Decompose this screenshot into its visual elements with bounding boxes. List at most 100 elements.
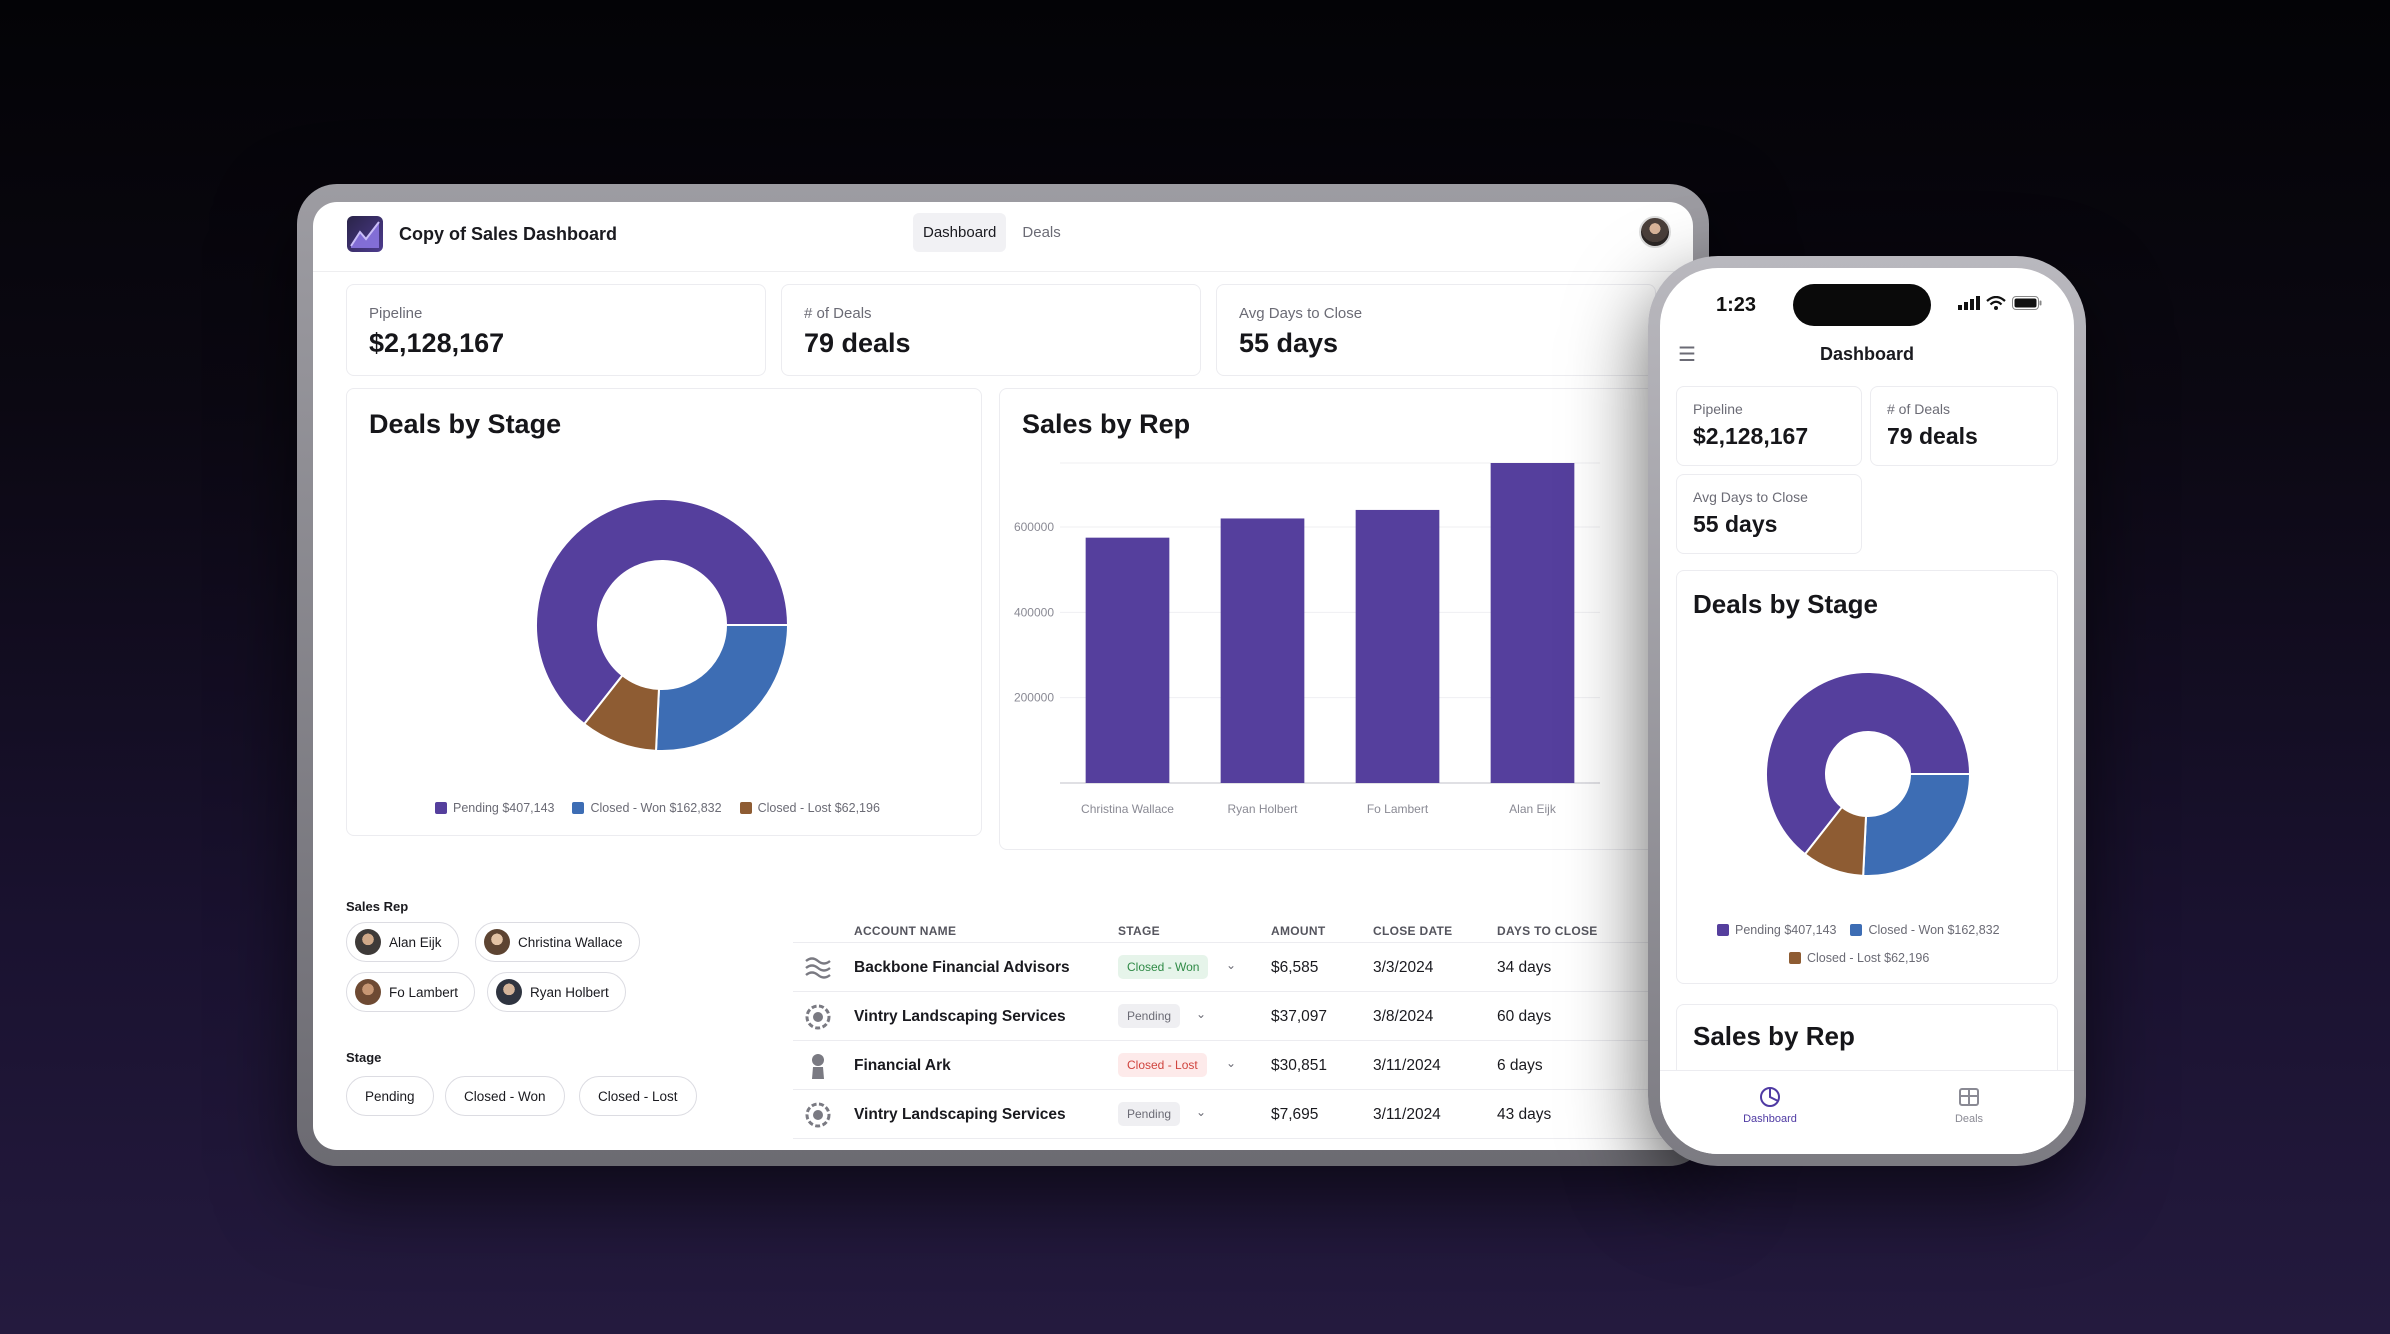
rep-chip-ryan-holbert[interactable]: Ryan Holbert — [487, 972, 626, 1012]
account-name[interactable]: Vintry Landscaping Services — [854, 1106, 1066, 1123]
x-tick-label: Christina Wallace — [1081, 802, 1174, 816]
battery-icon — [2012, 296, 2042, 310]
tab-dashboard[interactable]: Dashboard — [913, 213, 1007, 252]
stage-badge[interactable]: Closed - Lost — [1118, 1053, 1207, 1077]
bar-christina-wallace[interactable] — [1085, 537, 1170, 783]
legend-item-pending: Pending $407,143 — [435, 801, 554, 815]
donut-slice-closed-won[interactable] — [1862, 773, 1972, 877]
dynamic-island — [1793, 284, 1931, 326]
legend-item-won: Closed - Won $162,832 — [1850, 923, 2000, 937]
column-header-close-date[interactable]: CLOSE DATE — [1373, 924, 1453, 938]
bar-ryan-holbert[interactable] — [1220, 518, 1305, 783]
table-icon — [1959, 1088, 1979, 1106]
account-name[interactable]: Backbone Financial Advisors — [854, 959, 1070, 976]
legend-label: Closed - Lost $62,196 — [757, 801, 880, 815]
amount: $30,851 — [1271, 1057, 1328, 1074]
rep-chip-alan-eijk[interactable]: Alan Eijk — [346, 922, 459, 962]
hamburger-menu-icon[interactable]: ☰ — [1678, 344, 1696, 366]
nav-tabs: Dashboard Deals — [913, 213, 1071, 252]
legend-label: Closed - Won $162,832 — [1868, 923, 2000, 937]
donut-slice-closed-lost[interactable] — [1803, 805, 1868, 877]
stat-card-avg-days: Avg Days to Close 55 days — [1676, 474, 1862, 554]
chip-label: Ryan Holbert — [530, 984, 609, 1000]
bar-alan-eijk[interactable] — [1490, 463, 1575, 783]
days-to-close: 43 days — [1497, 1106, 1552, 1123]
days-to-close: 60 days — [1497, 1008, 1552, 1025]
stage-chip-closed-lost[interactable]: Closed - Lost — [579, 1076, 697, 1116]
wifi-icon — [1986, 296, 2006, 310]
y-tick-label: 600000 — [1014, 520, 1054, 534]
column-header-account[interactable]: ACCOUNT NAME — [854, 924, 957, 938]
chevron-down-icon[interactable]: ⌄ — [1196, 1007, 1207, 1021]
user-avatar[interactable] — [1639, 216, 1671, 248]
table-row-partial[interactable] — [793, 1138, 1663, 1150]
table-row[interactable]: Backbone Financial Advisors Closed - Won… — [793, 942, 1663, 991]
bottom-tab-label: Dashboard — [1743, 1113, 1797, 1125]
legend-label: Pending $407,143 — [1735, 923, 1837, 937]
stat-card-avg-days: Avg Days to Close 55 days — [1216, 284, 1656, 376]
chevron-down-icon[interactable]: ⌄ — [1226, 1056, 1237, 1070]
status-icons — [1958, 296, 2042, 310]
panel-title: Sales by Rep — [1022, 409, 1191, 439]
column-header-stage[interactable]: STAGE — [1118, 924, 1160, 938]
tab-deals[interactable]: Deals — [1022, 224, 1061, 241]
bottom-tab-deals[interactable]: Deals — [1924, 1085, 2014, 1125]
donut-legend-row2: Closed - Lost $62,196 — [1789, 951, 1929, 965]
rep-chip-christina-wallace[interactable]: Christina Wallace — [475, 922, 640, 962]
stage-badge[interactable]: Closed - Won — [1118, 955, 1209, 979]
rep-chip-fo-lambert[interactable]: Fo Lambert — [346, 972, 476, 1012]
stat-card-deals: # of Deals 79 deals — [781, 284, 1201, 376]
phone-device: 1:23 ☰ Dashboard Pipeline $2,128,167 # o… — [1648, 256, 2086, 1166]
stage-badge[interactable]: Pending — [1118, 1004, 1181, 1028]
stat-value: 79 deals — [1887, 423, 1978, 449]
deals-by-stage-panel: Deals by Stage Pending $407,143 Closed -… — [1676, 570, 2058, 984]
account-name[interactable]: Financial Ark — [854, 1057, 951, 1074]
signal-icon — [1958, 296, 1980, 310]
legend-label: Pending $407,143 — [453, 801, 555, 815]
stage-chip-closed-won[interactable]: Closed - Won — [445, 1076, 565, 1116]
chip-label: Christina Wallace — [518, 934, 623, 950]
donut-slice-closed-lost[interactable] — [582, 673, 661, 752]
panel-title: Sales by Rep — [1693, 1021, 1855, 1051]
donut-legend: Pending $407,143 Closed - Won $162,832 C… — [435, 801, 880, 815]
legend-item-pending: Pending $407,143 — [1717, 923, 1836, 937]
legend-swatch — [1789, 952, 1801, 964]
stat-card-deals: # of Deals 79 deals — [1870, 386, 2058, 466]
donut-slice-pending[interactable] — [535, 498, 790, 726]
legend-item-won: Closed - Won $162,832 — [572, 801, 722, 815]
stat-label: Avg Days to Close — [1693, 489, 1808, 505]
days-to-close: 34 days — [1497, 959, 1552, 976]
chevron-down-icon[interactable]: ⌄ — [1226, 958, 1237, 972]
chevron-down-icon[interactable]: ⌄ — [1196, 1105, 1207, 1119]
person-bust-icon — [812, 1054, 824, 1079]
panel-title: Deals by Stage — [1693, 589, 1878, 619]
app-title: Copy of Sales Dashboard — [399, 224, 618, 244]
deals-by-stage-panel: Deals by Stage Pending $407,143 Closed -… — [346, 388, 982, 836]
avatar — [484, 929, 510, 955]
column-header-days-to-close[interactable]: DAYS TO CLOSE — [1497, 924, 1598, 938]
donut-legend: Pending $407,143 Closed - Won $162,832 — [1717, 923, 2000, 937]
close-date: 3/8/2024 — [1373, 1008, 1434, 1025]
donut-slice-closed-won[interactable] — [654, 624, 790, 752]
stat-value: 79 deals — [804, 328, 911, 358]
column-header-amount[interactable]: AMOUNT — [1271, 924, 1326, 938]
amount: $7,695 — [1271, 1106, 1319, 1123]
stage-chip-pending[interactable]: Pending — [346, 1076, 434, 1116]
tablet-device: Copy of Sales Dashboard Dashboard Deals … — [297, 184, 1709, 1166]
app-logo-icon — [347, 216, 383, 252]
status-time: 1:23 — [1716, 294, 1757, 316]
donut-slice-pending[interactable] — [1765, 671, 1972, 856]
bar-fo-lambert[interactable] — [1355, 509, 1440, 783]
stat-label: Pipeline — [1693, 401, 1743, 417]
legend-swatch — [435, 802, 447, 814]
legend-swatch — [572, 802, 585, 814]
app-header: Copy of Sales Dashboard Dashboard Deals — [313, 202, 1693, 272]
table-row[interactable]: Vintry Landscaping Services Pending ⌄ $7… — [793, 1089, 1663, 1138]
table-row[interactable]: Vintry Landscaping Services Pending ⌄ $3… — [793, 991, 1663, 1040]
bottom-tab-dashboard[interactable]: Dashboard — [1725, 1085, 1815, 1125]
stage-badge[interactable]: Pending — [1118, 1102, 1181, 1126]
phone-screen: 1:23 ☰ Dashboard Pipeline $2,128,167 # o… — [1660, 268, 2074, 1154]
table-row[interactable]: Financial Ark Closed - Lost ⌄ $30,851 3/… — [793, 1040, 1663, 1089]
legend-label: Closed - Won $162,832 — [590, 801, 722, 815]
account-name[interactable]: Vintry Landscaping Services — [854, 1008, 1066, 1025]
